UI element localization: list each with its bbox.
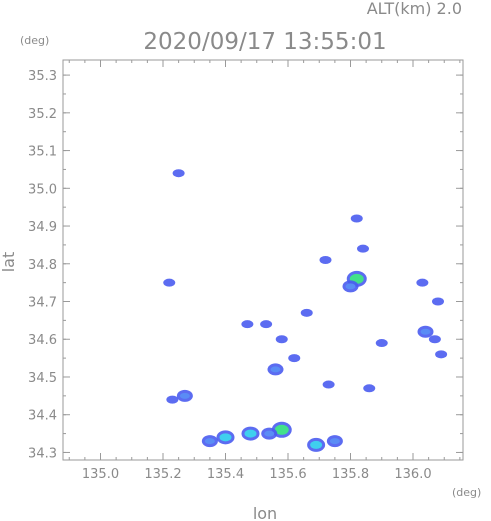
x-axis-label: lon bbox=[253, 504, 277, 521]
echo-cell bbox=[260, 320, 273, 329]
y-tick-label: 34.5 bbox=[28, 371, 57, 386]
echo-cell bbox=[416, 278, 429, 287]
y-tick-label: 34.6 bbox=[28, 333, 57, 348]
y-unit-label: (deg) bbox=[20, 34, 49, 47]
echo-cell bbox=[300, 308, 313, 317]
echo-cell bbox=[435, 350, 448, 359]
echo-cell bbox=[241, 320, 254, 329]
echo-cell bbox=[428, 335, 441, 344]
x-tick-label: 135.2 bbox=[144, 467, 181, 482]
timestamp-title: 2020/09/17 13:55:01 bbox=[143, 29, 386, 55]
echo-core bbox=[310, 440, 323, 449]
echo-cell bbox=[363, 384, 376, 393]
echo-cell bbox=[357, 244, 369, 253]
y-tick-label: 34.7 bbox=[28, 296, 57, 311]
y-tick-label: 35.3 bbox=[28, 69, 57, 84]
echo-cell bbox=[288, 354, 301, 363]
echo-core bbox=[270, 366, 281, 373]
y-tick-label: 34.9 bbox=[28, 220, 57, 235]
x-tick-label: 135.4 bbox=[207, 467, 244, 482]
y-tick-label: 34.3 bbox=[28, 446, 57, 461]
x-tick-label: 135.8 bbox=[332, 467, 369, 482]
x-tick-label: 135.6 bbox=[269, 467, 306, 482]
echo-cell bbox=[172, 169, 185, 178]
echo-cell bbox=[375, 339, 388, 348]
x-tick-label: 136.0 bbox=[394, 467, 431, 482]
echo-cell bbox=[322, 380, 335, 389]
echo-core bbox=[179, 392, 190, 399]
echo-cell bbox=[166, 395, 179, 404]
y-tick-label: 34.8 bbox=[28, 258, 57, 273]
echo-cell bbox=[432, 297, 444, 306]
echo-core bbox=[264, 430, 275, 437]
echo-core bbox=[274, 424, 289, 435]
y-tick-label: 35.1 bbox=[28, 145, 57, 160]
tick-layer: 135.0 135.2 135.4 135.6 135.8 136.0 34.3 34.4 34… bbox=[28, 60, 463, 482]
echo-core bbox=[420, 328, 431, 335]
echo-core bbox=[329, 438, 340, 445]
echo-core bbox=[244, 429, 257, 438]
x-tick-label: 135.0 bbox=[82, 467, 119, 482]
x-unit-label: (deg) bbox=[452, 486, 481, 499]
y-axis-label: lat bbox=[0, 252, 18, 273]
altitude-label: ALT(km) 2.0 bbox=[367, 0, 462, 18]
echo-core bbox=[204, 438, 215, 445]
echo-core bbox=[219, 433, 232, 442]
echo-cell bbox=[319, 256, 332, 264]
echo-core bbox=[345, 283, 356, 290]
y-tick-label: 35.0 bbox=[28, 182, 57, 197]
echo-cell bbox=[275, 335, 288, 344]
echo-cell bbox=[163, 278, 176, 287]
echo-layer bbox=[163, 169, 448, 452]
y-tick-label: 34.4 bbox=[28, 409, 57, 424]
plot-frame bbox=[62, 59, 464, 461]
y-tick-label: 35.2 bbox=[28, 107, 57, 122]
echo-cell bbox=[350, 214, 363, 223]
